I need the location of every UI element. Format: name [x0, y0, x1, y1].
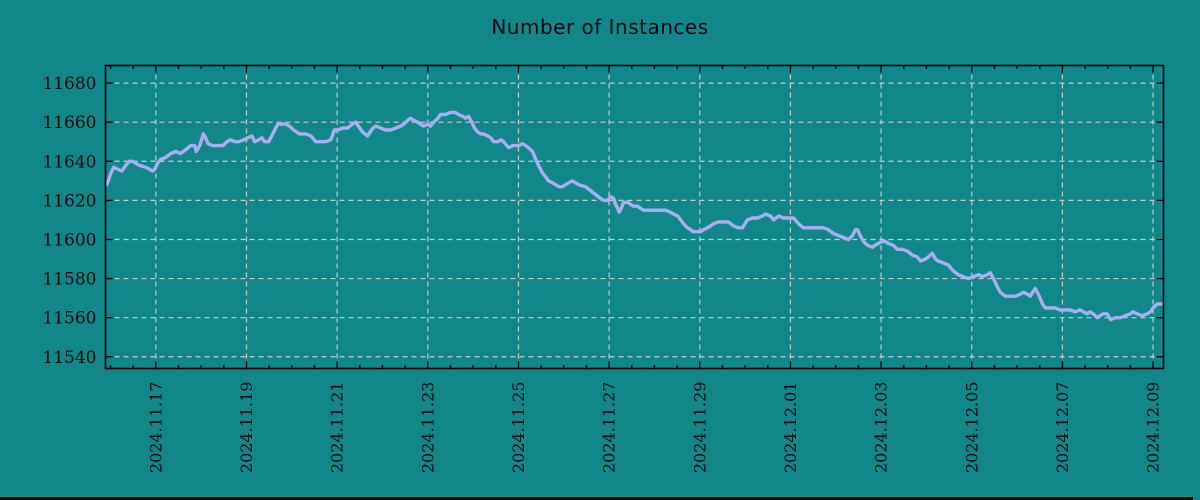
- x-tick-label: 2024.11.21: [328, 382, 347, 474]
- x-tick-label: 2024.11.29: [690, 382, 709, 474]
- series-line: [105, 110, 1165, 322]
- y-tick-label: 11580: [42, 270, 96, 290]
- x-tick-label: 2024.12.01: [781, 382, 800, 474]
- x-tick-label: 2024.11.25: [509, 382, 528, 474]
- chart-title: Number of Instances: [491, 15, 709, 39]
- bottom-border-bar: [0, 497, 1193, 500]
- y-tick-labels: 11540 11560 11580 11600 11620 11640 11660 11680: [42, 74, 96, 368]
- plot-frame: [104, 64, 1165, 370]
- x-tick-label: 2024.12.03: [872, 382, 891, 474]
- x-tick-label: 2024.12.09: [1144, 382, 1163, 474]
- y-tick-label: 11600: [42, 230, 96, 250]
- y-tick-label: 11680: [42, 74, 96, 94]
- x-tick-label: 2024.11.17: [146, 382, 165, 474]
- gridlines: [105, 65, 1164, 369]
- y-tick-label: 11540: [42, 348, 96, 368]
- x-tick-labels: 2024.11.17 2024.11.19 2024.11.21 2024.11.23…: [146, 382, 1162, 474]
- x-tick-label: 2024.11.19: [237, 382, 256, 474]
- x-tick-label: 2024.12.05: [962, 382, 981, 474]
- y-tick-label: 11640: [42, 152, 96, 172]
- y-tick-label: 11660: [42, 113, 96, 133]
- x-tick-label: 2024.12.07: [1053, 382, 1072, 474]
- tick-marks: [105, 65, 1164, 369]
- x-tick-label: 2024.11.23: [418, 382, 437, 474]
- y-tick-label: 11560: [42, 309, 96, 329]
- x-tick-label: 2024.11.27: [600, 382, 619, 474]
- y-tick-label: 11620: [42, 191, 96, 211]
